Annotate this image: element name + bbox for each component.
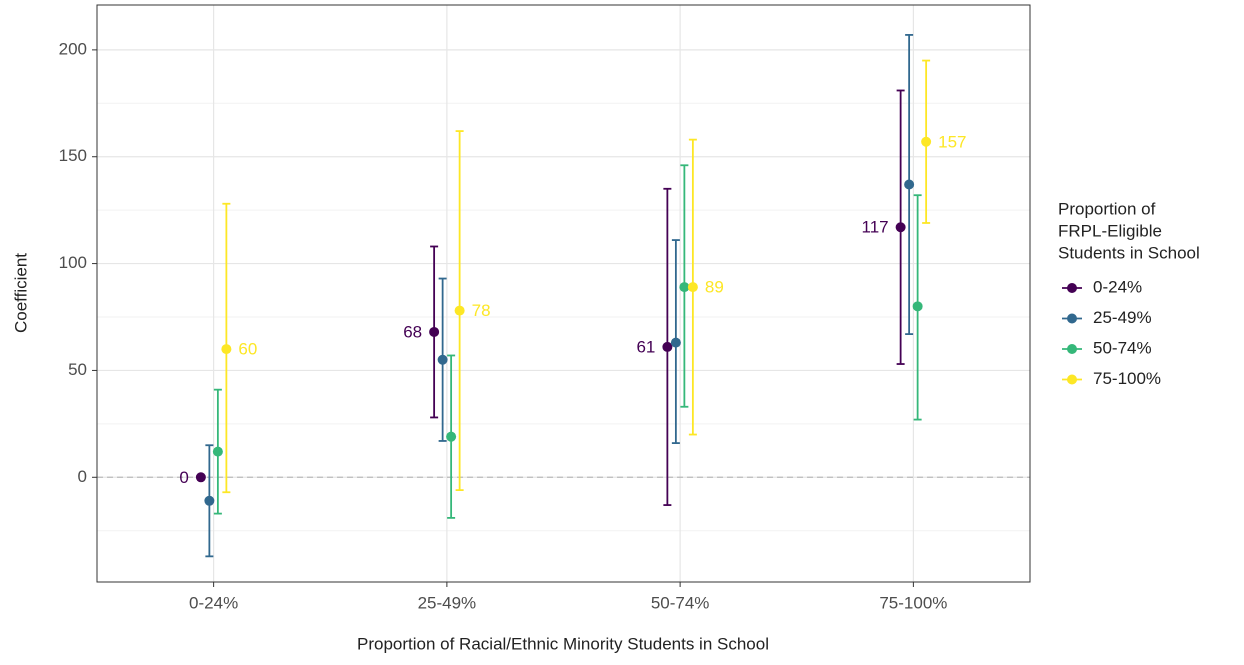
point — [195, 472, 206, 483]
point — [662, 341, 673, 352]
data-label: 0 — [179, 468, 188, 487]
legend-title: FRPL-Eligible — [1058, 221, 1162, 240]
legend-key-point — [1067, 313, 1077, 324]
legend-label: 0-24% — [1093, 277, 1142, 296]
data-label: 89 — [705, 278, 724, 297]
point — [454, 305, 465, 316]
data-label: 78 — [472, 301, 491, 320]
legend-title: Students in School — [1058, 243, 1200, 262]
legend-title: Proportion of — [1058, 199, 1156, 218]
point — [221, 344, 232, 355]
y-tick-label: 200 — [59, 39, 87, 58]
x-axis-label: Proportion of Racial/Ethnic Minority Stu… — [357, 634, 769, 653]
x-tick-label: 25-49% — [418, 593, 477, 612]
x-tick-label: 50-74% — [651, 593, 710, 612]
point — [670, 337, 681, 348]
data-label: 61 — [636, 337, 655, 356]
point — [429, 326, 440, 337]
x-tick-label: 0-24% — [189, 593, 238, 612]
point — [895, 222, 906, 233]
point — [679, 282, 690, 293]
data-label: 157 — [938, 132, 966, 151]
legend-key-point — [1067, 374, 1077, 385]
y-tick-label: 100 — [59, 253, 87, 272]
legend-key-point — [1067, 344, 1077, 354]
panel — [97, 5, 1030, 582]
point — [204, 495, 215, 506]
y-axis-label: Coefficient — [11, 253, 30, 333]
data-label: 68 — [403, 322, 422, 341]
point — [904, 179, 915, 190]
point — [921, 136, 932, 147]
panel-border — [96, 4, 1031, 583]
point — [437, 354, 448, 365]
legend-label: 25-49% — [1093, 308, 1152, 327]
legend-key-point — [1067, 283, 1077, 293]
data-label: 60 — [238, 340, 257, 359]
point — [912, 301, 923, 312]
point — [212, 446, 223, 457]
point — [687, 282, 698, 293]
x-tick-label: 75-100% — [879, 593, 947, 612]
data-label: 117 — [862, 218, 889, 237]
y-tick-label: 50 — [68, 360, 87, 379]
y-tick-label: 150 — [59, 146, 87, 165]
y-tick-label: 0 — [78, 467, 87, 486]
legend-label: 75-100% — [1093, 369, 1161, 388]
legend-label: 50-74% — [1093, 338, 1152, 357]
point — [446, 431, 457, 442]
